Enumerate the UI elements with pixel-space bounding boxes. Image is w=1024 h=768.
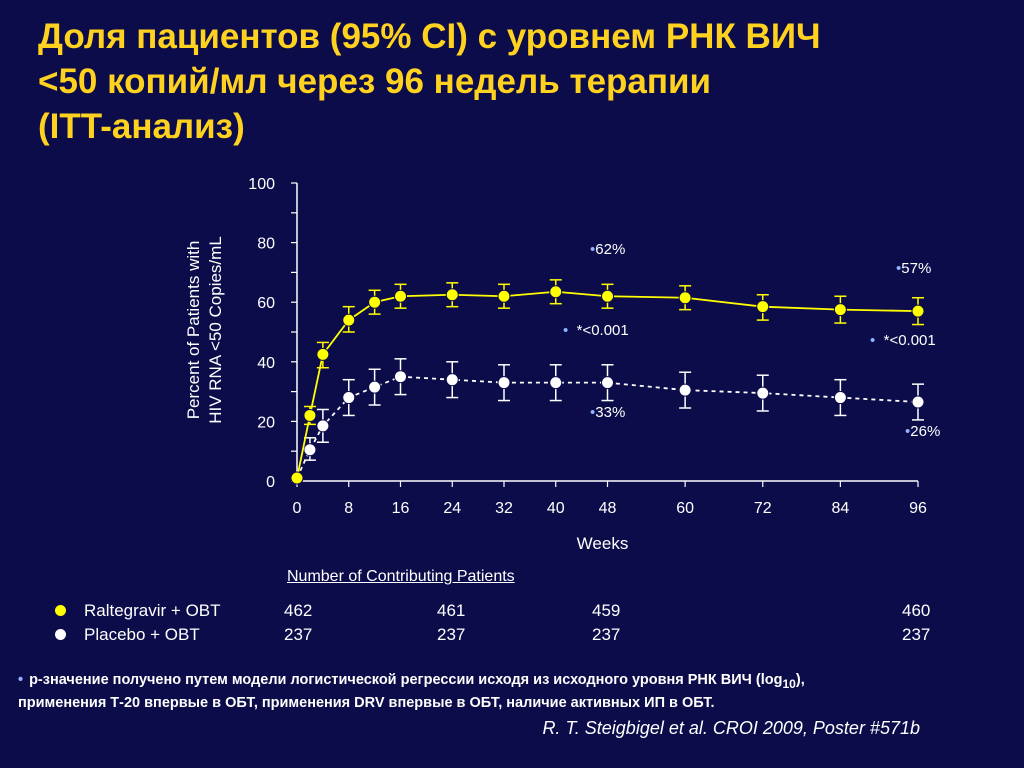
raltegravir-data-point	[290, 471, 304, 485]
raltegravir-data-point	[368, 295, 382, 309]
raltegravir-data-point	[756, 300, 770, 314]
footnote-bullet: •	[18, 672, 24, 688]
placebo-data-point	[394, 370, 407, 384]
raltegravir-data-point	[497, 289, 511, 303]
patients-row-label: Placebo + OBT	[84, 625, 200, 644]
x-tick-label: 60	[676, 500, 694, 517]
raltegravir-data-point	[316, 347, 330, 361]
x-tick-label: 84	[831, 500, 849, 517]
patients-count: 237	[592, 625, 621, 644]
y-tick-label: 60	[257, 295, 275, 312]
patients-count: 237	[284, 625, 313, 644]
footnote-subscript: 10	[782, 676, 796, 691]
placebo-data-point	[678, 383, 692, 397]
x-tick-label: 48	[599, 500, 617, 517]
footnote-text-end: ),	[795, 672, 805, 688]
patients-count: 237	[437, 625, 466, 644]
raltegravir-data-point	[678, 291, 692, 305]
page-title: Доля пациентов (95% CI) с уровнем РНК ВИ…	[38, 14, 998, 149]
raltegravir-data-point	[445, 288, 459, 302]
raltegravir-data-point	[342, 313, 356, 327]
y-tick-label: 40	[257, 355, 275, 372]
placebo-data-point	[549, 376, 563, 390]
raltegravir-series-line	[296, 290, 919, 479]
patients-count: 460	[902, 601, 931, 620]
x-tick-label: 8	[344, 500, 353, 517]
annotation-pvalue-week96: • *<0.001	[870, 332, 936, 349]
placebo-data-point	[368, 380, 382, 394]
annotation-raltegravir-week96: •57%	[896, 260, 932, 277]
patients-count: 461	[437, 601, 466, 620]
placebo-data-point	[497, 376, 511, 390]
placebo-data-point	[911, 395, 925, 409]
annotation-pvalue-week48: • *<0.001	[563, 322, 629, 339]
placebo-data-point	[342, 391, 356, 405]
placebo-data-point	[756, 386, 770, 400]
title-line-3: (ITT-анализ)	[38, 107, 245, 146]
patients-heading: Number of Contributing Patients	[287, 568, 515, 585]
patients-row-label: Raltegravir + OBT	[84, 601, 221, 620]
x-tick-label: 72	[754, 500, 772, 517]
citation: R. T. Steigbigel et al. CROI 2009, Poste…	[542, 718, 920, 738]
x-tick-label: 0	[293, 500, 302, 517]
placebo-data-point	[445, 373, 459, 387]
raltegravir-data-point	[303, 408, 317, 422]
title-line-1: Доля пациентов (95% CI) с уровнем РНК ВИ…	[38, 17, 821, 56]
placebo-legend-dot	[55, 629, 66, 640]
annotation-placebo-week96: •26%	[905, 423, 941, 440]
raltegravir-data-point	[394, 289, 407, 303]
annotation-placebo-week48: •33%	[590, 404, 626, 421]
raltegravir-data-point	[833, 303, 847, 317]
y-tick-label: 0	[266, 474, 275, 491]
line-chart: 0 20 40 60 80 100 0 8 16 24 32 40 48 60 72 84 96 Weeks	[248, 176, 927, 553]
x-tick-label: 32	[495, 500, 513, 517]
placebo-data-point	[833, 391, 847, 405]
patients-row-raltegravir: Raltegravir + OBT 462 461 459 460	[0, 601, 1024, 623]
raltegravir-data-point	[549, 285, 563, 299]
footnote-text: p-значение получено путем модели логисти…	[29, 672, 783, 688]
y-tick-label: 80	[257, 236, 275, 253]
annotation-raltegravir-week48: •62%	[590, 241, 626, 258]
y-tick-label: 20	[257, 414, 275, 431]
footnote: • p-значение получено путем модели логист…	[18, 671, 1008, 713]
y-tick-label: 100	[248, 176, 275, 193]
placebo-data-point	[303, 443, 317, 457]
patients-count: 459	[592, 601, 621, 620]
title-line-2: <50 копий/мл через 96 недель терапии	[38, 62, 712, 101]
x-tick-label: 96	[909, 500, 927, 517]
x-axis-label: Weeks	[577, 534, 629, 553]
raltegravir-data-point	[911, 304, 925, 318]
patients-count: 237	[902, 625, 931, 644]
x-tick-label: 16	[392, 500, 410, 517]
raltegravir-legend-dot	[55, 605, 66, 616]
patients-count: 462	[284, 601, 313, 620]
placebo-data-point	[601, 376, 614, 390]
raltegravir-data-point	[601, 289, 614, 303]
patients-row-placebo: Placebo + OBT 237 237 237 237	[0, 625, 1024, 647]
placebo-data-point	[316, 419, 330, 433]
x-tick-label: 40	[547, 500, 565, 517]
footnote-line-2: применения Т-20 впервые в ОБТ, применени…	[18, 694, 715, 711]
x-tick-label: 24	[443, 500, 461, 517]
